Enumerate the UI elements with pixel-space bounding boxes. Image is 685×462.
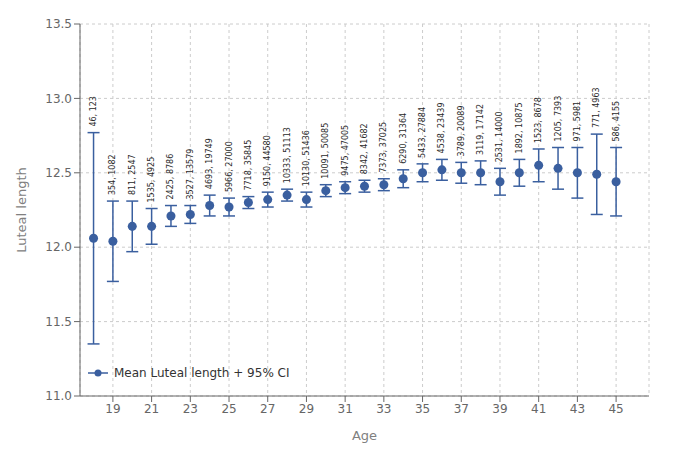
svg-text:1892, 10875: 1892, 10875 bbox=[515, 103, 524, 154]
svg-text:9150, 44580: 9150, 44580 bbox=[263, 135, 272, 186]
svg-text:10130, 51436: 10130, 51436 bbox=[302, 130, 311, 186]
svg-text:10091, 50085: 10091, 50085 bbox=[321, 123, 330, 179]
svg-text:6290, 31364: 6290, 31364 bbox=[399, 113, 408, 164]
svg-text:2425, 8786: 2425, 8786 bbox=[166, 154, 175, 200]
svg-text:41: 41 bbox=[531, 402, 546, 416]
svg-text:11.0: 11.0 bbox=[45, 389, 72, 403]
svg-text:5966, 27000: 5966, 27000 bbox=[225, 141, 234, 192]
svg-text:771, 4963: 771, 4963 bbox=[592, 87, 601, 128]
svg-text:9475, 47005: 9475, 47005 bbox=[341, 125, 350, 176]
svg-text:2531, 14000: 2531, 14000 bbox=[495, 111, 504, 162]
svg-text:8342, 41682: 8342, 41682 bbox=[360, 123, 369, 174]
svg-text:13.0: 13.0 bbox=[45, 92, 72, 106]
svg-text:4538, 23439: 4538, 23439 bbox=[437, 103, 446, 154]
svg-text:19: 19 bbox=[105, 402, 120, 416]
svg-text:31: 31 bbox=[338, 402, 353, 416]
svg-text:10333, 51113: 10333, 51113 bbox=[283, 127, 292, 183]
svg-text:23: 23 bbox=[183, 402, 198, 416]
svg-text:586, 4155: 586, 4155 bbox=[612, 101, 621, 142]
svg-text:1523, 8678: 1523, 8678 bbox=[534, 97, 543, 143]
svg-text:7718, 35845: 7718, 35845 bbox=[244, 140, 253, 191]
svg-text:12.0: 12.0 bbox=[45, 240, 72, 254]
svg-text:11.5: 11.5 bbox=[45, 315, 72, 329]
svg-text:25: 25 bbox=[221, 402, 236, 416]
svg-text:13.5: 13.5 bbox=[45, 17, 72, 31]
svg-text:3789, 20089: 3789, 20089 bbox=[457, 105, 466, 156]
svg-text:39: 39 bbox=[492, 402, 507, 416]
svg-text:7373, 37025: 7373, 37025 bbox=[379, 122, 388, 173]
svg-text:35: 35 bbox=[415, 402, 430, 416]
svg-text:33: 33 bbox=[376, 402, 391, 416]
svg-text:12.5: 12.5 bbox=[45, 166, 72, 180]
svg-text:971, 5981: 971, 5981 bbox=[573, 101, 582, 142]
html-text:Mean Luteal length + 95% CI: Mean Luteal length + 95% CI bbox=[114, 366, 290, 380]
svg-text:3119, 17142: 3119, 17142 bbox=[476, 104, 485, 155]
svg-text:45: 45 bbox=[608, 402, 623, 416]
svg-text:1205, 7393: 1205, 7393 bbox=[554, 96, 563, 142]
svg-text:Age: Age bbox=[352, 428, 377, 443]
svg-text:37: 37 bbox=[454, 402, 469, 416]
svg-text:46, 123: 46, 123 bbox=[89, 96, 98, 127]
svg-text:Luteal length: Luteal length bbox=[14, 167, 29, 253]
svg-text:43: 43 bbox=[570, 402, 585, 416]
svg-text:1535, 4925: 1535, 4925 bbox=[147, 157, 156, 203]
svg-text:21: 21 bbox=[144, 402, 159, 416]
svg-text:27: 27 bbox=[260, 402, 275, 416]
svg-text:5433, 27884: 5433, 27884 bbox=[418, 107, 427, 158]
svg-text:29: 29 bbox=[299, 402, 314, 416]
svg-text:811, 2547: 811, 2547 bbox=[128, 154, 137, 195]
svg-text:4693, 19749: 4693, 19749 bbox=[205, 138, 214, 189]
svg-text:3527, 13579: 3527, 13579 bbox=[186, 149, 195, 200]
svg-text:354, 1082: 354, 1082 bbox=[108, 154, 117, 195]
